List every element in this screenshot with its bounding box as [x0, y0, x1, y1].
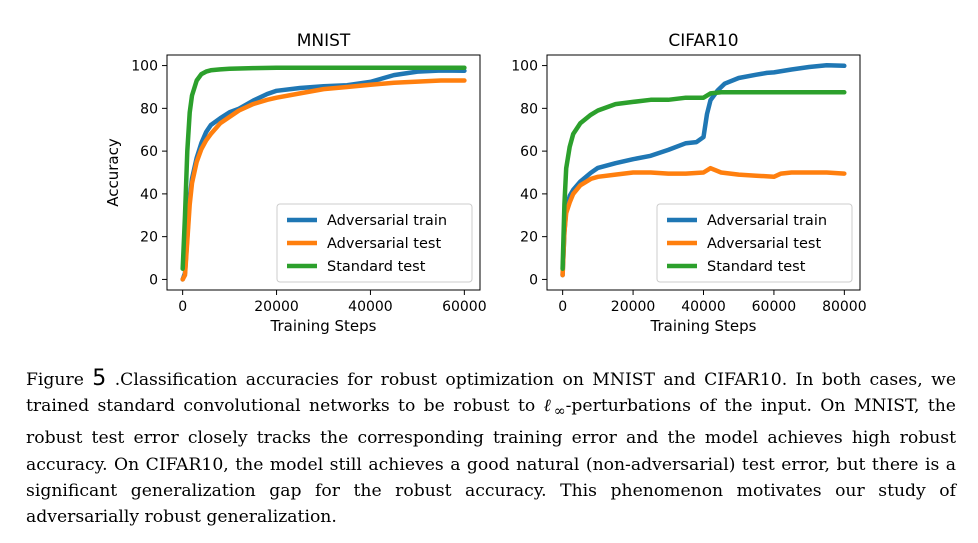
- series-group: [180, 65, 467, 282]
- legend-label-2: Adversarial test: [707, 236, 821, 252]
- x-axis-label: Training Steps: [270, 317, 377, 335]
- legend-box: [276, 203, 473, 283]
- caption-label: Figure: [26, 370, 84, 390]
- chart-panel-1: 0 20000 40000 60000 0 20 40 60 80 100 MNIST Trainin…: [104, 31, 487, 335]
- y-tick-label: 100: [131, 59, 158, 75]
- y-tick-label: 40: [520, 187, 538, 203]
- x-tick-label: 40000: [681, 299, 726, 315]
- legend: Adversarial train Adversarial test Standar…: [656, 203, 853, 283]
- series-line-3: [560, 90, 847, 271]
- x-tick-label: 0: [558, 299, 567, 315]
- x-tick-label: 20000: [611, 299, 656, 315]
- series-line-1: [560, 62, 847, 278]
- legend-box: [656, 203, 853, 283]
- caption-text-after: -perturbations of the input. On MNIST, t…: [26, 396, 956, 528]
- y-tick-label: 0: [149, 272, 158, 288]
- x-tick-label: 80000: [822, 299, 867, 315]
- chart-title: CIFAR10: [668, 31, 738, 51]
- series-line-2: [560, 165, 847, 278]
- y-tick-label: 60: [140, 144, 158, 160]
- series-line-2: [180, 78, 467, 282]
- y-axis-label: Accuracy: [104, 138, 122, 207]
- legend: Adversarial train Adversarial test Standar…: [276, 203, 473, 283]
- series-group: [560, 62, 847, 278]
- x-tick-label: 0: [178, 299, 187, 315]
- y-tick-label: 100: [511, 59, 538, 75]
- chart-title: MNIST: [297, 31, 351, 51]
- legend-label-3: Standard test: [327, 259, 426, 275]
- legend-label-2: Adversarial test: [327, 236, 441, 252]
- caption-math-sub: ∞: [553, 403, 566, 420]
- caption-math: ℓ: [543, 396, 554, 417]
- y-tick-label: 60: [520, 144, 538, 160]
- y-tick-label: 0: [529, 272, 538, 288]
- caption-number: 5: [92, 366, 107, 391]
- chart-panel-2: 0 20000 40000 60000 80000 0 20 40 60 80 100 CIFAR10…: [511, 31, 866, 335]
- caption-text-before: .Classification accuracies for robust op…: [26, 370, 956, 417]
- x-tick-label: 60000: [752, 299, 797, 315]
- legend-label-3: Standard test: [707, 259, 806, 275]
- x-tick-label: 20000: [254, 299, 299, 315]
- x-tick-label: 40000: [348, 299, 393, 315]
- figure-charts: 0 20000 40000 60000 0 20 40 60 80 100 MNIST Trainin…: [104, 31, 867, 335]
- figure-caption: Figure 5 .Classification accuracies for …: [26, 366, 956, 531]
- plot-frame: [166, 54, 481, 291]
- legend-label-1: Adversarial train: [327, 213, 447, 229]
- legend-label-1: Adversarial train: [707, 213, 827, 229]
- series-line-3: [180, 65, 467, 271]
- x-axis-label: Training Steps: [650, 317, 757, 335]
- y-tick-label: 20: [520, 230, 538, 246]
- y-tick-label: 40: [140, 187, 158, 203]
- y-tick-label: 80: [140, 101, 158, 117]
- y-tick-label: 80: [520, 101, 538, 117]
- x-tick-label: 60000: [442, 299, 487, 315]
- y-tick-label: 20: [140, 230, 158, 246]
